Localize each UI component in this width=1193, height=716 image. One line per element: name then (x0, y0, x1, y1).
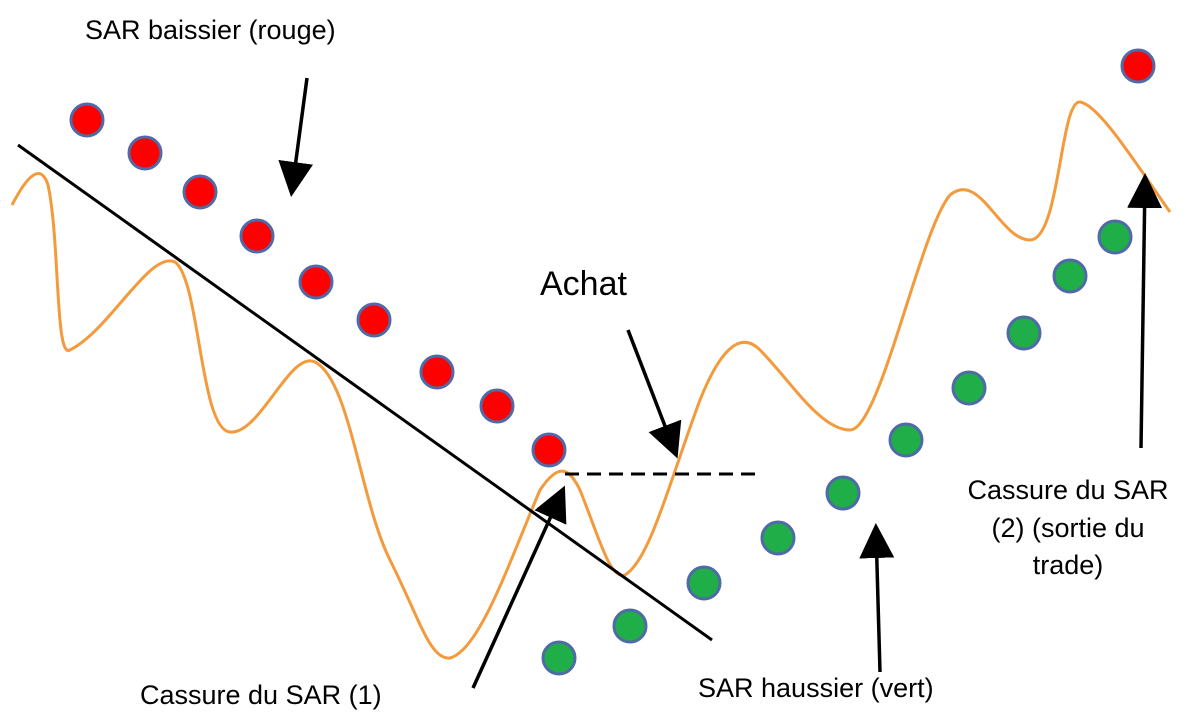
break1-label: Cassure du SAR (1) (140, 680, 382, 710)
buy-label: Achat (540, 265, 627, 303)
bearish-label: SAR baissier (rouge) (85, 15, 336, 45)
red-dots (69, 48, 1156, 468)
break2-label: (2) (sortie du (991, 513, 1144, 543)
bullish-label: SAR haussier (vert) (698, 673, 934, 703)
price-curve (10, 100, 1172, 660)
green-dots (541, 219, 1133, 676)
break2-label: Cassure du SAR (967, 475, 1168, 505)
break2-label: trade) (1033, 550, 1104, 580)
arrows (278, 77, 1163, 689)
trend-line (17, 143, 713, 642)
